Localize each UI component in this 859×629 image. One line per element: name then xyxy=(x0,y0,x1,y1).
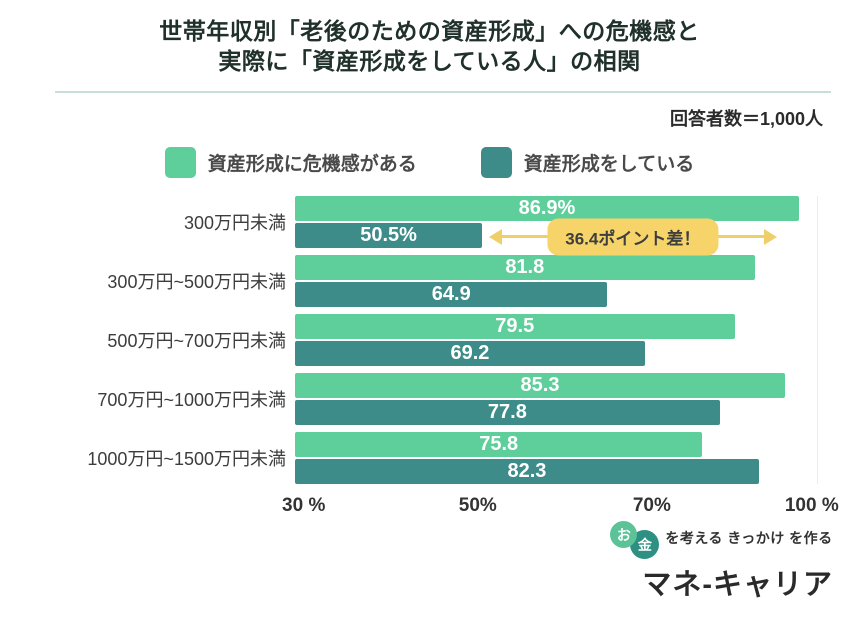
bar-doing-asset-formation: 69.2 xyxy=(295,340,645,366)
brand-tagline: を考える きっかけ を作る xyxy=(665,530,833,546)
brand-logo: お 金 を考える きっかけ を作る マネ-キャリア xyxy=(610,521,833,603)
bar-value-label: 50.5% xyxy=(360,224,417,247)
brand-name: マネ-キャリア xyxy=(642,569,833,601)
bar-value-label: 81.8 xyxy=(505,256,545,279)
bar-value-label: 64.9 xyxy=(431,283,471,306)
legend-item-aware: 資産形成に危機感がある xyxy=(164,146,417,178)
bar-value-label: 77.8 xyxy=(487,401,527,424)
row-label: 1000万円~1500万円未満 xyxy=(87,448,286,469)
money-badge-icon-1: お xyxy=(610,521,638,548)
x-axis: 30 % 50% 70% 100 % xyxy=(282,491,839,523)
difference-annotation: 36.4ポイント差！ xyxy=(488,218,777,256)
row-bars: 81.8 64.9 xyxy=(295,254,839,307)
bar-value-label: 85.3 xyxy=(520,374,560,397)
legend-swatch-doing xyxy=(480,146,512,178)
row-bars: 86.9% 50.5% xyxy=(295,195,839,248)
legend-item-doing: 資産形成をしている xyxy=(480,146,695,178)
x-axis-tick: 50% xyxy=(458,494,497,516)
page-title: 世帯年収別「老後のための資産形成」への危機感と 実際に「資産形成をしている人」の… xyxy=(0,16,859,77)
legend-swatch-aware xyxy=(164,146,196,178)
title-line-1: 世帯年収別「老後のための資産形成」への危機感と xyxy=(159,18,700,44)
bar-crisis-awareness: 86.9% xyxy=(295,195,799,221)
bar-crisis-awareness: 85.3 xyxy=(295,372,786,398)
bar-doing-asset-formation: 77.8 xyxy=(295,399,720,425)
chart-legend: 資産形成に危機感がある 資産形成をしている xyxy=(0,146,859,178)
row-bars: 75.8 82.3 xyxy=(295,431,839,484)
annotation-label: 36.4ポイント差！ xyxy=(547,218,719,256)
row-label: 300万円未満 xyxy=(183,212,286,233)
row-label: 700万円~1000万円未満 xyxy=(97,389,286,410)
chart-rows: 36.4ポイント差！ 300万円未満 86.9% 50.5% 300万円~500万円未… xyxy=(0,195,839,484)
chart-row: 1000万円~1500万円未満 75.8 82.3 xyxy=(0,431,839,484)
arrow-right-icon xyxy=(763,228,777,245)
bar-value-label: 86.9% xyxy=(518,197,576,220)
bar-doing-asset-formation: 82.3 xyxy=(295,458,759,484)
row-label: 500万円~700万円未満 xyxy=(107,330,286,351)
bar-doing-asset-formation: 64.9 xyxy=(295,281,608,307)
bar-value-label: 82.3 xyxy=(507,460,547,483)
bar-crisis-awareness: 79.5 xyxy=(295,313,735,339)
respondents-count: 回答者数＝1,000人 xyxy=(669,108,823,129)
bar-crisis-awareness: 81.8 xyxy=(295,254,755,280)
row-bars: 85.3 77.8 xyxy=(295,372,839,425)
title-line-2: 実際に「資産形成をしている人」の相関 xyxy=(218,48,641,75)
chart-row: 500万円~700万円未満 79.5 69.2 xyxy=(0,313,839,366)
chart-row: 300万円未満 86.9% 50.5% xyxy=(0,195,839,248)
bar-value-label: 79.5 xyxy=(495,315,535,338)
bar-chart: 36.4ポイント差！ 300万円未満 86.9% 50.5% 300万円~500万円未… xyxy=(0,195,859,523)
chart-row: 300万円~500万円未満 81.8 64.9 xyxy=(0,254,839,307)
x-axis-tick: 70% xyxy=(632,494,671,516)
title-divider xyxy=(55,90,831,93)
row-label: 300万円~500万円未満 xyxy=(107,271,286,292)
bar-value-label: 69.2 xyxy=(450,342,490,365)
legend-label-aware: 資産形成に危機感がある xyxy=(207,153,417,175)
bar-crisis-awareness: 75.8 xyxy=(295,431,703,457)
bar-value-label: 75.8 xyxy=(479,433,519,456)
bar-doing-asset-formation: 50.5% xyxy=(295,222,483,248)
x-axis-tick: 30 % xyxy=(282,494,326,516)
x-axis-tick: 100 % xyxy=(784,494,839,516)
chart-row: 700万円~1000万円未満 85.3 77.8 xyxy=(0,372,839,425)
legend-label-doing: 資産形成をしている xyxy=(523,153,695,175)
arrow-left-icon xyxy=(488,228,502,245)
row-bars: 79.5 69.2 xyxy=(295,313,839,366)
